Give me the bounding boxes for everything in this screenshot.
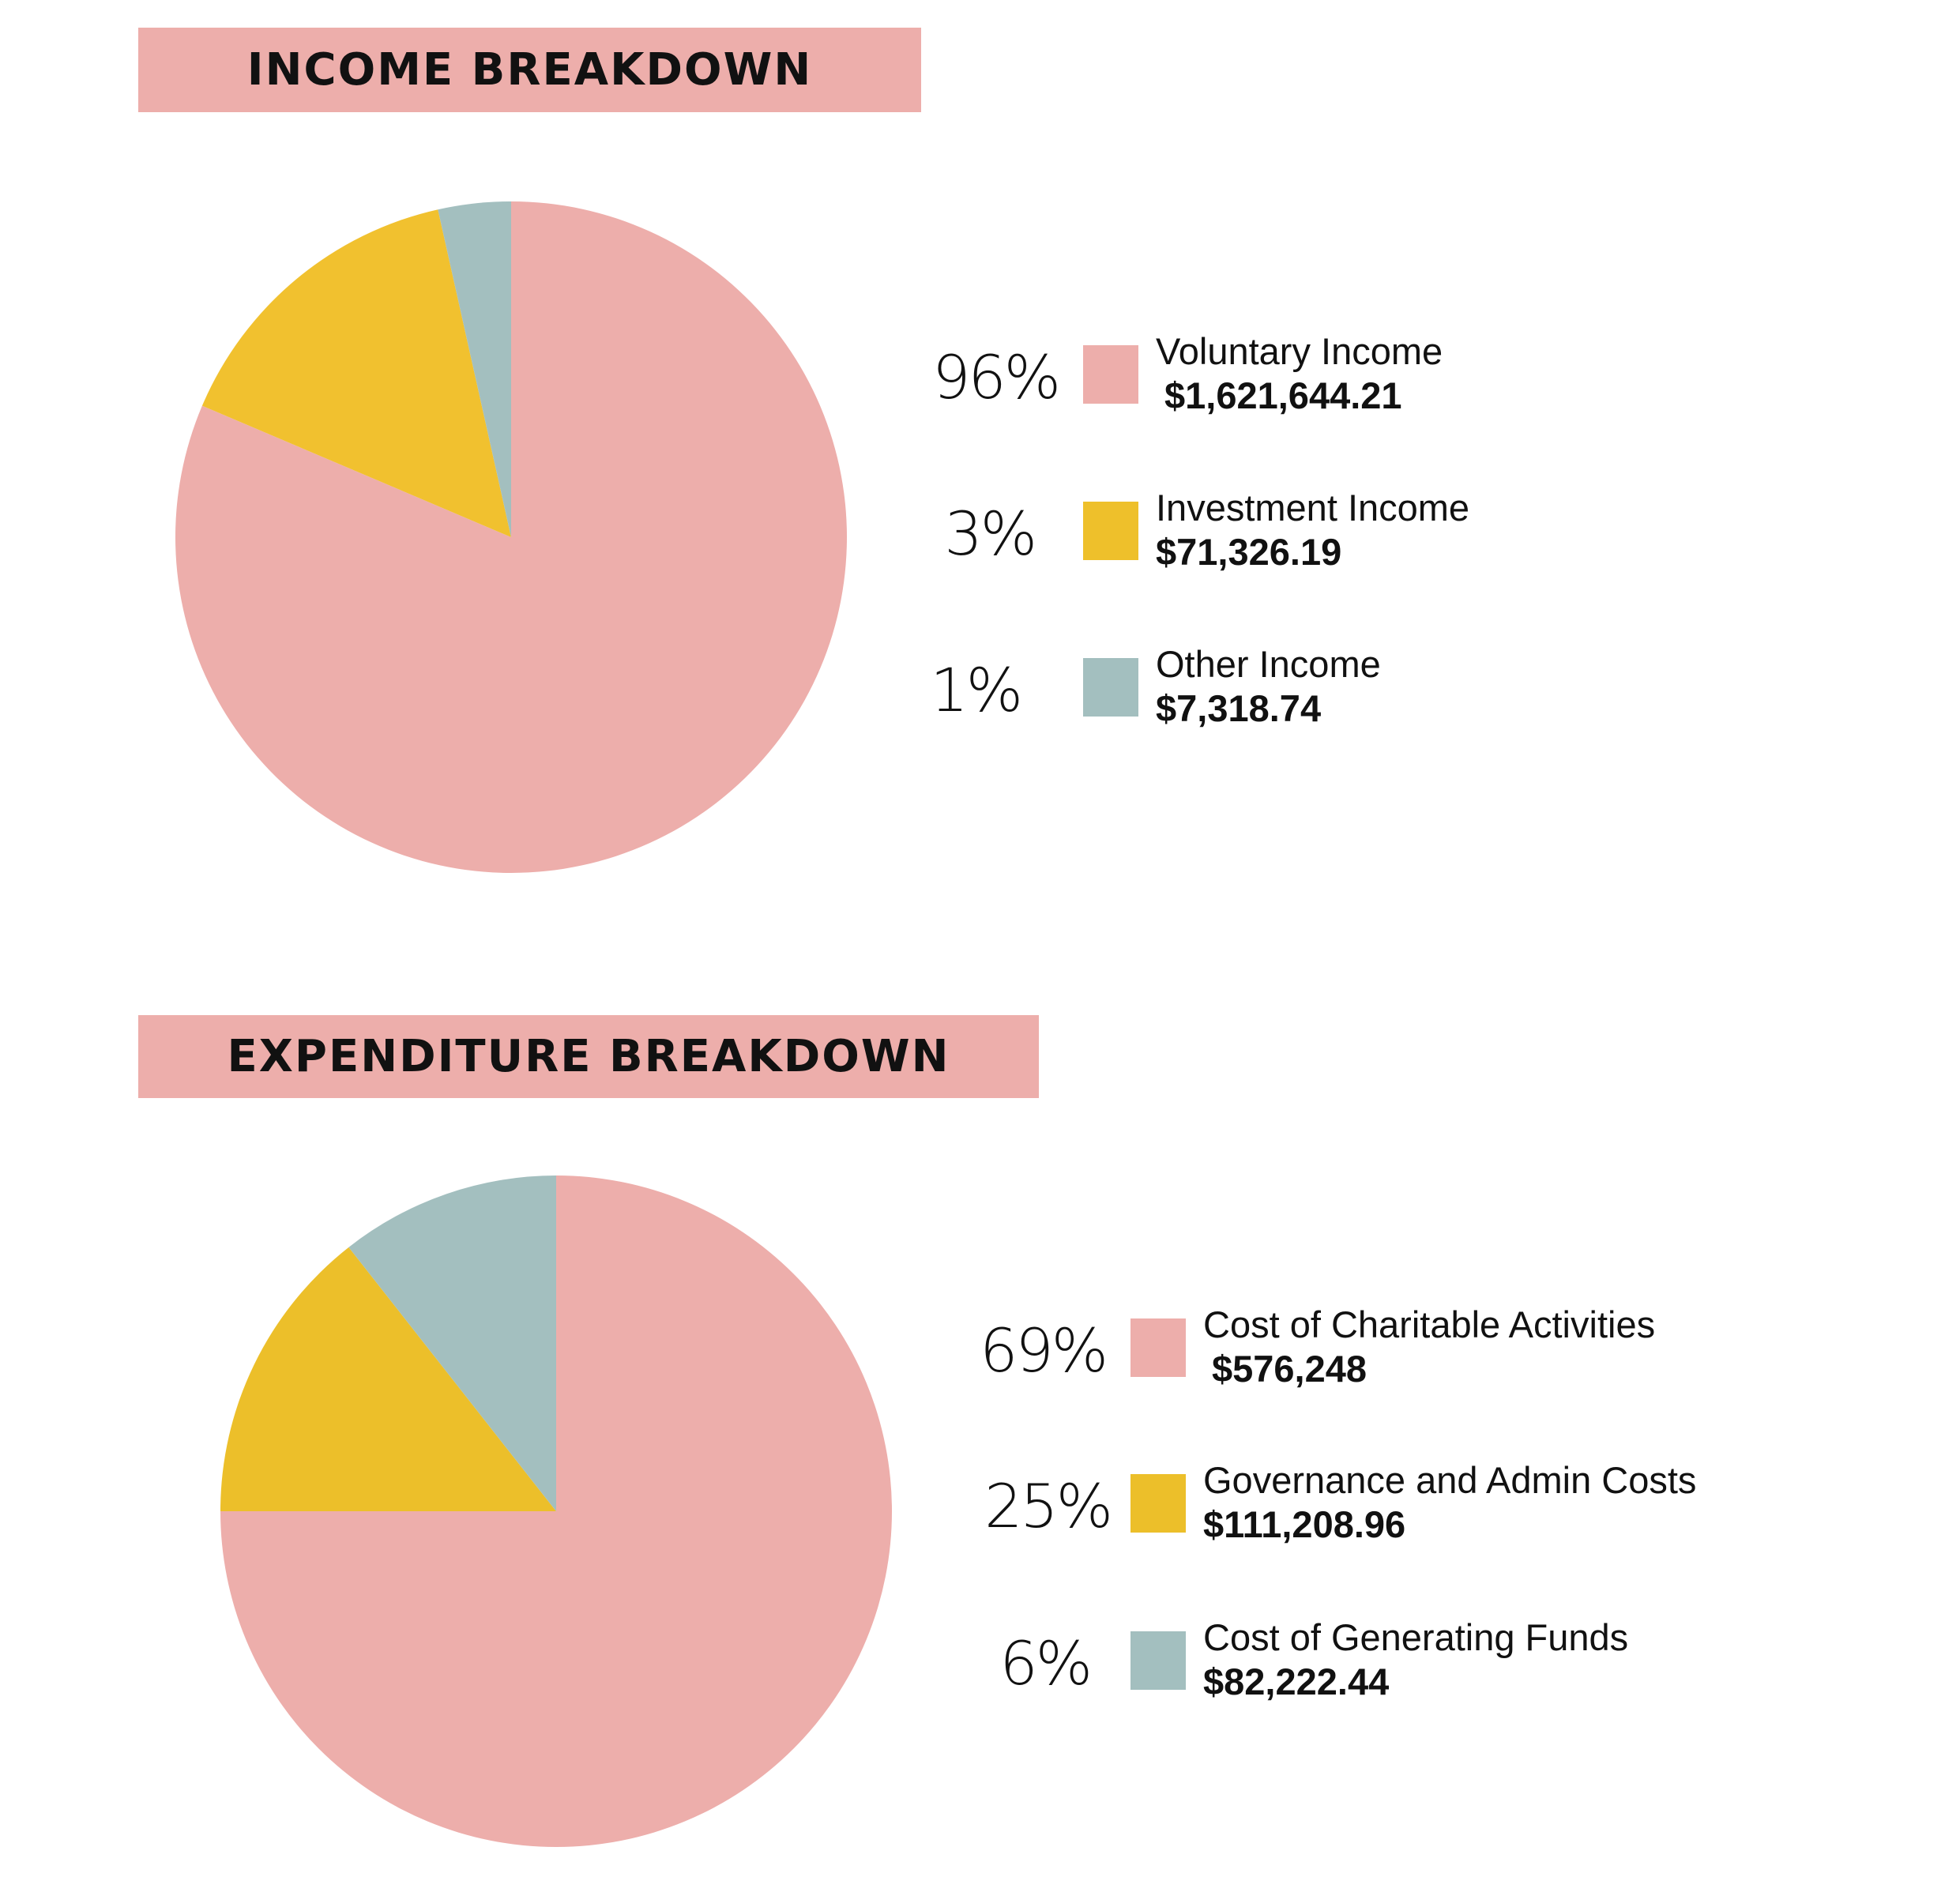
pie-slice-cost-of-generating-funds [348,1175,556,1511]
legend-swatch [1083,658,1138,717]
legend-percent: 69% [980,1315,1108,1386]
legend-amount: $111,208.96 [1203,1503,1406,1545]
legend-swatch [1130,1474,1186,1533]
legend-swatch [1083,502,1138,560]
legend-amount: $7,318.74 [1156,687,1322,729]
pie-slice-governance-and-admin-costs [220,1247,556,1511]
expenditure-breakdown-header: EXPENDITURE BREAKDOWN [138,1015,1039,1098]
legend-label: Investment Income [1156,487,1470,528]
legend-label: Cost of Generating Funds [1203,1616,1629,1658]
legend-percent: 96% [932,341,1061,412]
legend-label: Cost of Charitable Activities [1203,1303,1656,1345]
income-pie-chart [175,201,847,873]
legend-swatch [1130,1631,1186,1690]
legend-label: Governance and Admin Costs [1203,1459,1697,1501]
pie-slice-other-income [438,201,511,537]
legend-percent: 3% [944,498,1037,569]
expenditure-pie-chart [220,1175,892,1847]
legend-swatch [1130,1318,1186,1377]
legend-swatch [1083,345,1138,404]
income-breakdown-header: INCOME BREAKDOWN [138,28,921,112]
legend-amount: $1,621,644.21 [1164,374,1402,416]
legend-percent: 25% [984,1470,1113,1541]
legend-label: Voluntary Income [1156,330,1443,372]
legend-percent: 6% [999,1627,1093,1698]
legend-amount: $576,248 [1212,1348,1367,1390]
pie-slice-investment-income [201,209,511,537]
legend-label: Other Income [1156,643,1381,685]
legend-percent: 1% [930,654,1023,725]
legend-amount: $71,326.19 [1156,531,1342,573]
legend-amount: $82,222.44 [1203,1661,1390,1702]
